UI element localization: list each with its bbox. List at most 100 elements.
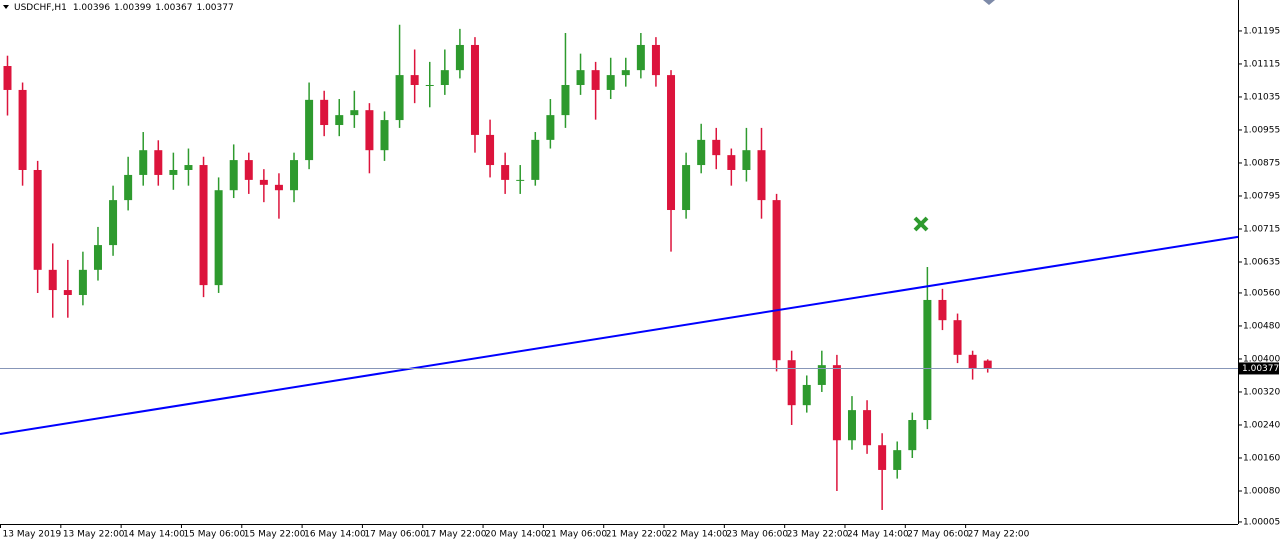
y-tick-label: 1.01115 bbox=[1243, 59, 1280, 69]
cross-stroke bbox=[913, 216, 929, 232]
candle-body bbox=[817, 365, 826, 385]
candle-body bbox=[983, 360, 992, 369]
candle-body bbox=[63, 290, 72, 296]
candle-body bbox=[470, 44, 479, 135]
close: 1.00377 bbox=[196, 3, 233, 13]
cross-marker bbox=[913, 216, 929, 232]
candle-body bbox=[667, 75, 676, 211]
x-tick-label: 17 May 06:00 bbox=[364, 530, 426, 540]
x-tick-label: 23 May 06:00 bbox=[726, 530, 788, 540]
candle-body bbox=[636, 44, 645, 71]
marker-diamond bbox=[983, 0, 995, 5]
x-tick-label: 16 May 14:00 bbox=[304, 530, 366, 540]
candle-body bbox=[712, 139, 721, 156]
candle-body bbox=[878, 445, 887, 470]
x-tick-label: 13 May 2019 bbox=[3, 530, 62, 540]
candle-body bbox=[832, 365, 841, 441]
candle-body bbox=[863, 410, 872, 446]
candle-body bbox=[320, 99, 329, 126]
candle-body bbox=[802, 384, 811, 406]
y-tick-label: 1.00240 bbox=[1243, 420, 1280, 430]
y-tick-label: 1.00560 bbox=[1243, 288, 1280, 298]
candle-body bbox=[3, 66, 12, 90]
y-tick-label: 1.00005 bbox=[1243, 517, 1280, 527]
candle-body bbox=[516, 179, 525, 181]
candle-body bbox=[214, 190, 223, 286]
candle-body bbox=[757, 150, 766, 201]
candle-body bbox=[772, 200, 781, 361]
candle-body bbox=[199, 165, 208, 286]
candle-body bbox=[576, 70, 585, 85]
y-tick-label: 1.00955 bbox=[1243, 125, 1280, 135]
candle-body bbox=[184, 165, 193, 170]
candle-body bbox=[365, 110, 374, 151]
candle-body bbox=[350, 110, 359, 116]
candle-body bbox=[682, 165, 691, 211]
candle-body bbox=[48, 269, 57, 291]
candle-body bbox=[591, 70, 600, 90]
candle-body bbox=[531, 139, 540, 180]
candle-body bbox=[546, 115, 555, 140]
candle-body bbox=[847, 410, 856, 441]
x-tick-label: 14 May 14:00 bbox=[123, 530, 185, 540]
x-tick-label: 17 May 22:00 bbox=[425, 530, 487, 540]
candle-body bbox=[621, 70, 630, 76]
candle-body bbox=[486, 134, 495, 166]
candle-body bbox=[78, 269, 87, 296]
x-tick-label: 20 May 14:00 bbox=[485, 530, 547, 540]
y-tick-label: 1.01195 bbox=[1243, 26, 1280, 36]
candle-body bbox=[124, 174, 133, 201]
y-tick-label: 1.00480 bbox=[1243, 321, 1280, 331]
x-tick-label: 21 May 06:00 bbox=[545, 530, 607, 540]
candle-body bbox=[968, 354, 977, 369]
y-tick-label: 1.01035 bbox=[1243, 92, 1280, 102]
x-tick-label: 22 May 14:00 bbox=[666, 530, 728, 540]
y-tick-label: 1.00080 bbox=[1243, 486, 1280, 496]
candle-body bbox=[561, 84, 570, 116]
price-label: 1.00377 bbox=[1242, 364, 1279, 374]
x-tick-label: 15 May 22:00 bbox=[244, 530, 306, 540]
symbol: USDCHF,H1 bbox=[14, 3, 67, 13]
candle-body bbox=[727, 155, 736, 170]
candle-body bbox=[501, 165, 510, 180]
y-tick-label: 1.00320 bbox=[1243, 387, 1280, 397]
menu-arrow[interactable] bbox=[3, 5, 9, 9]
candle-body bbox=[18, 89, 27, 170]
y-tick-label: 1.00160 bbox=[1243, 453, 1280, 463]
candle-body bbox=[259, 179, 268, 185]
candle-body bbox=[455, 44, 464, 71]
x-tick-label: 21 May 22:00 bbox=[606, 530, 668, 540]
y-tick-label: 1.00875 bbox=[1243, 158, 1280, 168]
low: 1.00367 bbox=[155, 3, 192, 13]
candle-body bbox=[893, 450, 902, 470]
x-tick-label: 27 May 22:00 bbox=[968, 530, 1030, 540]
candle-body bbox=[93, 245, 102, 270]
candle-body bbox=[742, 150, 751, 170]
candle-body bbox=[606, 75, 615, 90]
candle-body bbox=[169, 169, 178, 175]
candle-body bbox=[244, 160, 253, 180]
candle-body bbox=[908, 420, 917, 451]
chart-header: USDCHF,H1 1.00396 1.00399 1.00367 1.00377 bbox=[14, 3, 234, 13]
candle-body bbox=[380, 120, 389, 151]
candle-body bbox=[154, 150, 163, 175]
candle-body bbox=[923, 299, 932, 421]
candle-body bbox=[953, 320, 962, 355]
price-box bbox=[1239, 362, 1279, 375]
candle-body bbox=[938, 299, 947, 321]
x-tick-label: 15 May 06:00 bbox=[183, 530, 245, 540]
x-tick-label: 24 May 14:00 bbox=[847, 530, 909, 540]
candle-body bbox=[410, 75, 419, 85]
x-tick-label: 13 May 22:00 bbox=[63, 530, 125, 540]
candle-body bbox=[33, 169, 42, 270]
y-tick-label: 1.00400 bbox=[1243, 354, 1280, 364]
y-tick-label: 1.00795 bbox=[1243, 191, 1280, 201]
candle-body bbox=[697, 139, 706, 166]
candle-body bbox=[651, 44, 660, 76]
open: 1.00396 bbox=[73, 3, 110, 13]
candle-body bbox=[440, 70, 449, 85]
y-tick-label: 1.00715 bbox=[1243, 224, 1280, 234]
plot-area bbox=[3, 24, 992, 510]
